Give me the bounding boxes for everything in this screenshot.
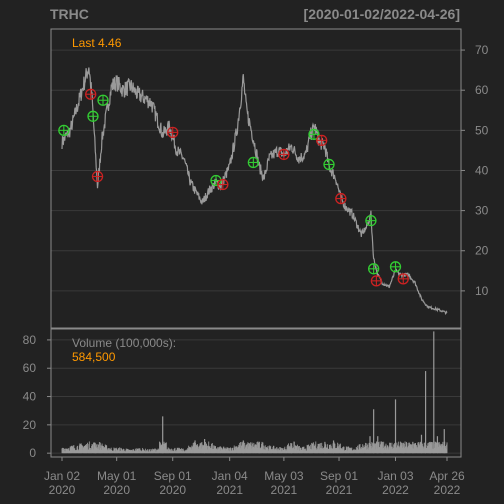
- volume-tick-label: 80: [23, 333, 37, 347]
- date-tick-label: Apr 26: [429, 469, 465, 483]
- price-line: [61, 67, 448, 315]
- volume-tick-label: 60: [23, 361, 37, 375]
- date-tick-label: Sep 01: [154, 469, 192, 483]
- price-tick-label: 30: [475, 204, 489, 218]
- price-panel: [50, 28, 462, 329]
- date-tick-year: 2021: [326, 483, 353, 497]
- date-tick-label: Jan 04: [212, 469, 248, 483]
- price-tick-label: 60: [475, 83, 489, 97]
- date-tick-year: 2020: [103, 483, 130, 497]
- date-tick-year: 2022: [382, 483, 409, 497]
- volume-bars: [61, 331, 448, 454]
- price-tick-label: 70: [475, 43, 489, 57]
- date-range: [2020-01-02/2022-04-26]: [304, 6, 460, 22]
- price-tick-label: 10: [475, 284, 489, 298]
- last-price-label: Last 4.46: [72, 36, 122, 50]
- volume-panel: [50, 328, 462, 458]
- date-tick-label: May 03: [264, 469, 304, 483]
- price-axis: 10 20 30 40 50 60 70: [461, 43, 489, 298]
- chart-title: TRHC: [50, 6, 89, 22]
- date-tick-label: May 01: [97, 469, 137, 483]
- price-tick-label: 20: [475, 244, 489, 258]
- price-tick-label: 50: [475, 123, 489, 137]
- date-tick-year: 2020: [159, 483, 186, 497]
- date-tick-label: Jan 02: [44, 469, 80, 483]
- volume-tick-label: 40: [23, 390, 37, 404]
- date-tick-year: 2021: [271, 483, 298, 497]
- date-tick-year: 2022: [434, 483, 461, 497]
- volume-value: 584,500: [72, 350, 116, 364]
- date-tick-year: 2021: [216, 483, 243, 497]
- date-tick-label: Jan 03: [377, 469, 413, 483]
- volume-axis: 0 20 40 60 80: [23, 333, 51, 460]
- price-gridlines: [51, 49, 461, 292]
- date-tick-year: 2020: [49, 483, 76, 497]
- volume-gridlines: [51, 339, 461, 454]
- trade-markers: [58, 88, 409, 287]
- date-tick-label: Sep 01: [320, 469, 358, 483]
- volume-label: Volume (100,000s):: [72, 336, 176, 350]
- price-tick-label: 40: [475, 163, 489, 177]
- volume-tick-label: 0: [29, 446, 36, 460]
- volume-tick-label: 20: [23, 418, 37, 432]
